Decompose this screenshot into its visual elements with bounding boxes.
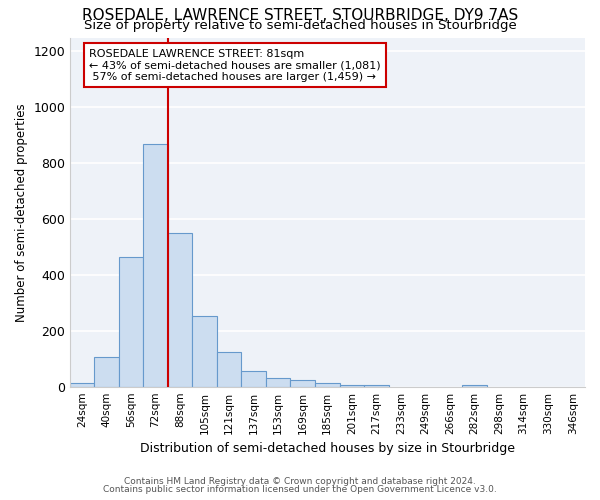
Bar [290, 380, 315, 388]
Bar [70, 383, 94, 388]
Text: Size of property relative to semi-detached houses in Stourbridge: Size of property relative to semi-detach… [83, 18, 517, 32]
Bar [462, 385, 487, 388]
Bar [119, 257, 143, 388]
Bar [193, 316, 217, 388]
Bar [315, 383, 340, 388]
Bar [266, 378, 290, 388]
Bar [364, 385, 389, 388]
Bar [94, 356, 119, 388]
Bar [241, 370, 266, 388]
Bar [168, 234, 193, 388]
X-axis label: Distribution of semi-detached houses by size in Stourbridge: Distribution of semi-detached houses by … [140, 442, 515, 455]
Y-axis label: Number of semi-detached properties: Number of semi-detached properties [15, 103, 28, 322]
Text: Contains HM Land Registry data © Crown copyright and database right 2024.: Contains HM Land Registry data © Crown c… [124, 477, 476, 486]
Bar [340, 384, 364, 388]
Bar [389, 387, 413, 388]
Text: Contains public sector information licensed under the Open Government Licence v3: Contains public sector information licen… [103, 485, 497, 494]
Text: ROSEDALE LAWRENCE STREET: 81sqm
← 43% of semi-detached houses are smaller (1,081: ROSEDALE LAWRENCE STREET: 81sqm ← 43% of… [89, 48, 381, 82]
Text: ROSEDALE, LAWRENCE STREET, STOURBRIDGE, DY9 7AS: ROSEDALE, LAWRENCE STREET, STOURBRIDGE, … [82, 8, 518, 22]
Bar [143, 144, 168, 388]
Bar [217, 352, 241, 388]
